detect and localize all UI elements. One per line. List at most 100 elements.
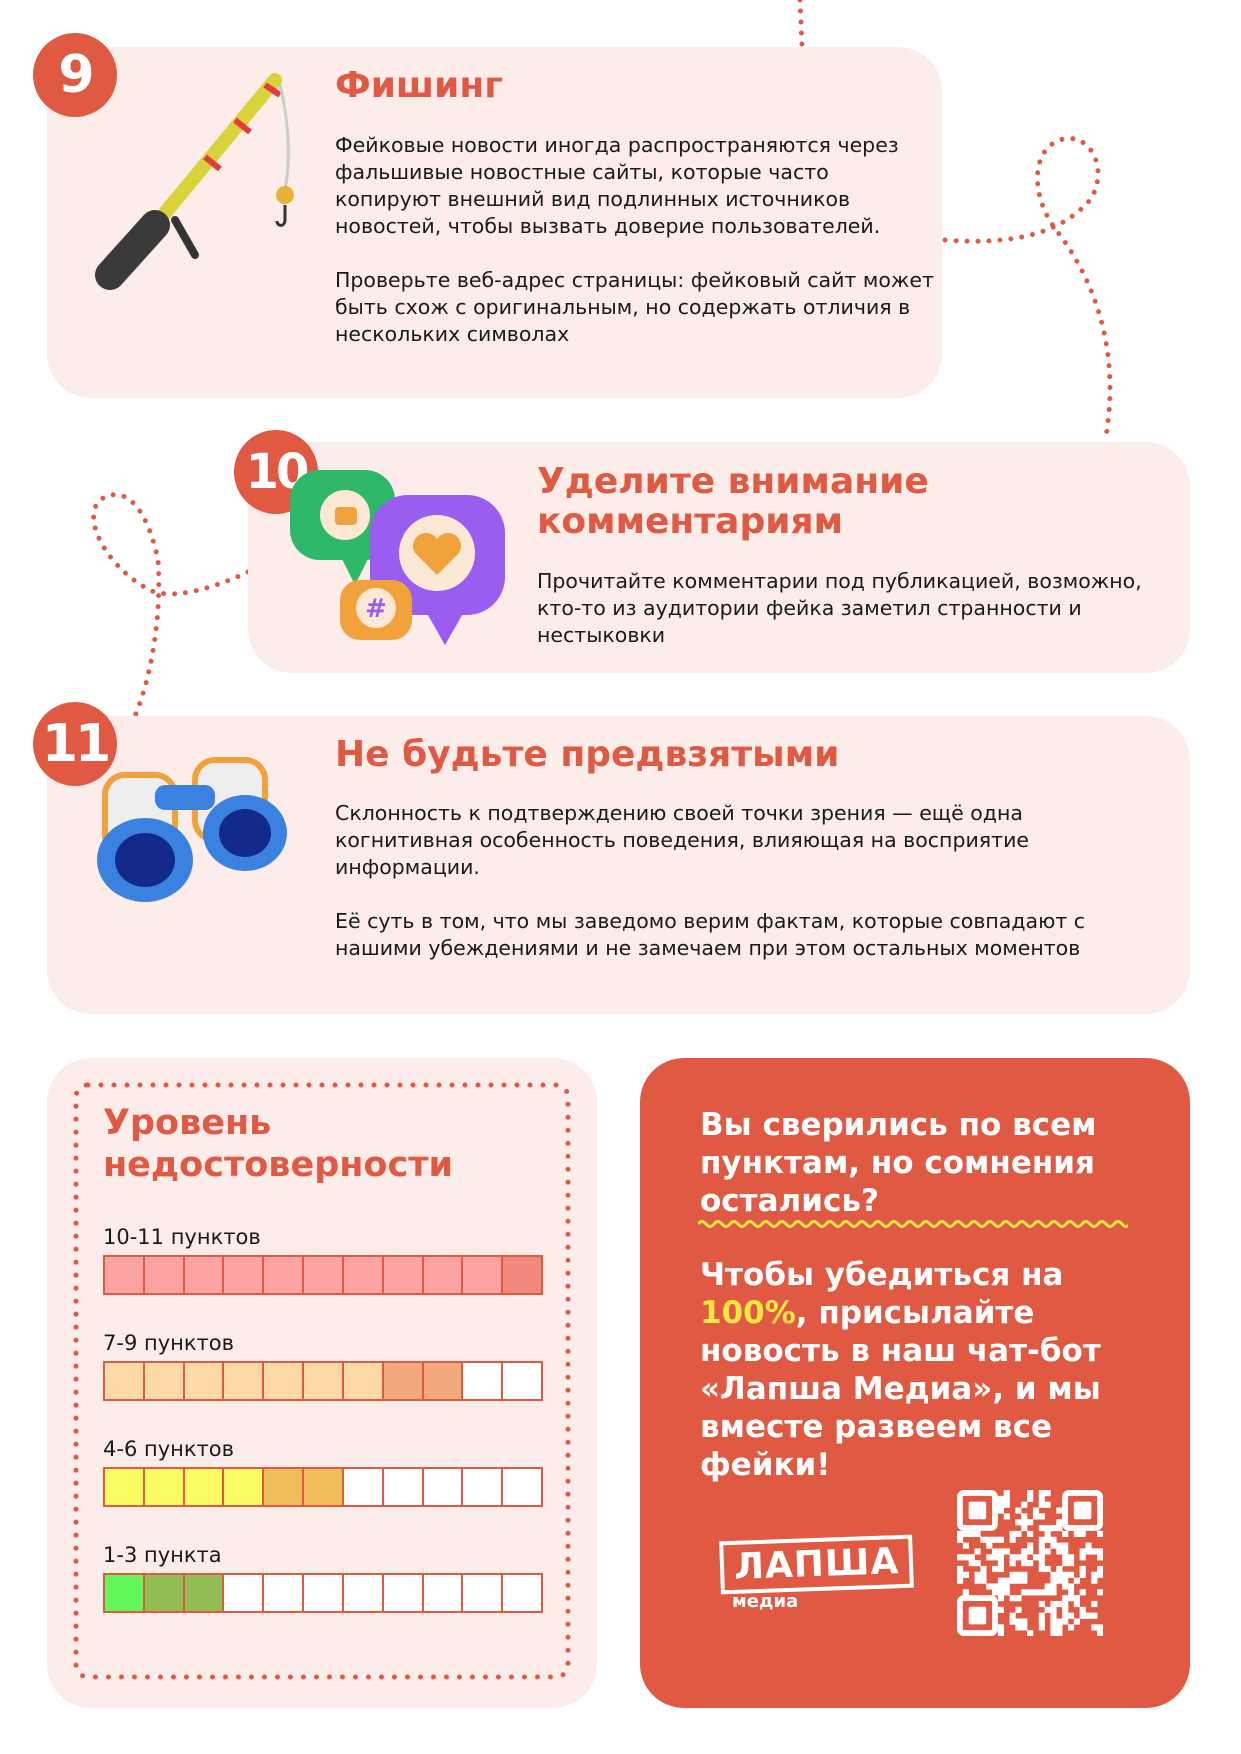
qr-module	[1062, 1612, 1069, 1619]
qr-module	[1015, 1519, 1022, 1526]
qr-module	[1079, 1530, 1086, 1538]
qr-module	[1044, 1606, 1051, 1613]
qr-module	[1021, 1548, 1028, 1555]
qr-module	[974, 1530, 981, 1538]
qr-module	[1056, 1577, 1063, 1584]
qr-module	[1097, 1630, 1103, 1636]
tip-paragraph: Склонность к подтверждению своей точки з…	[335, 801, 1030, 879]
qr-module	[992, 1536, 999, 1543]
qr-module	[974, 1548, 981, 1555]
qr-module	[1027, 1495, 1034, 1502]
level-label: 4-6 пунктов	[103, 1437, 235, 1461]
level-cell	[105, 1575, 145, 1611]
qr-module	[1038, 1560, 1045, 1567]
qr-module	[1015, 1606, 1022, 1613]
level-cell	[463, 1575, 504, 1611]
qr-module	[980, 1577, 987, 1584]
level-cell	[463, 1469, 504, 1505]
tip-paragraph: Её суть в том, что мы заведомо верим фак…	[335, 909, 1086, 960]
qr-module	[1079, 1565, 1086, 1573]
level-cell	[423, 1257, 464, 1293]
qr-finder	[957, 1490, 998, 1531]
qr-module	[1050, 1583, 1057, 1590]
lapsha-media-logo: ЛАПША медиа	[719, 1534, 915, 1612]
qr-module	[1021, 1589, 1028, 1596]
cta-text: , присылайте новость в наш чат-бот «Лапш…	[700, 1295, 1101, 1483]
level-cell	[144, 1575, 185, 1611]
qr-module	[1021, 1571, 1028, 1578]
level-cell	[224, 1575, 265, 1611]
qr-code-icon[interactable]	[957, 1490, 1103, 1636]
qr-module	[1056, 1565, 1063, 1573]
qr-module	[1079, 1589, 1086, 1596]
qr-module	[1021, 1624, 1028, 1631]
qr-module	[1015, 1507, 1022, 1514]
qr-module	[1056, 1507, 1063, 1514]
wavy-underline	[698, 1220, 1128, 1228]
qr-module	[1027, 1519, 1034, 1526]
qr-module	[1091, 1600, 1098, 1608]
qr-module	[1050, 1612, 1057, 1619]
qr-module	[1038, 1501, 1045, 1508]
qr-module	[1044, 1525, 1051, 1532]
level-cell	[503, 1363, 541, 1399]
qr-module	[962, 1554, 969, 1561]
comment-bubbles-icon: #	[290, 470, 505, 645]
qr-module	[974, 1577, 981, 1584]
level-cell	[264, 1469, 305, 1505]
qr-module	[1056, 1600, 1063, 1608]
qr-module	[1009, 1560, 1016, 1567]
qr-module	[1038, 1525, 1045, 1532]
fishing-rod-icon	[95, 73, 294, 290]
qr-module	[1091, 1624, 1098, 1631]
qr-module	[1062, 1600, 1069, 1608]
level-cell	[343, 1469, 384, 1505]
qr-module	[1062, 1571, 1069, 1578]
level-cell	[423, 1469, 464, 1505]
qr-module	[962, 1530, 969, 1538]
qr-module	[1015, 1577, 1022, 1584]
qr-module	[1062, 1583, 1069, 1590]
qr-module	[1067, 1589, 1075, 1596]
qr-module	[997, 1536, 1005, 1543]
level-cell	[383, 1363, 424, 1399]
qr-module	[1015, 1554, 1022, 1561]
level-cell	[184, 1363, 225, 1399]
qr-module	[1091, 1548, 1098, 1555]
level-bar	[103, 1573, 543, 1613]
level-cell	[343, 1575, 384, 1611]
level-cell	[264, 1575, 305, 1611]
qr-module	[1038, 1490, 1045, 1497]
qr-module	[986, 1583, 993, 1590]
qr-module	[957, 1536, 964, 1543]
qr-module	[1044, 1536, 1051, 1543]
tip-title: Не будьте предвзятыми	[335, 734, 840, 775]
tip-body: Склонность к подтверждению своей точки з…	[335, 800, 1165, 989]
qr-module	[980, 1565, 987, 1573]
qr-module	[1038, 1624, 1045, 1631]
qr-module	[1015, 1624, 1022, 1631]
qr-module	[1062, 1560, 1069, 1567]
qr-module	[1050, 1600, 1057, 1608]
level-cell	[224, 1469, 265, 1505]
qr-module	[1027, 1530, 1034, 1538]
qr-module	[997, 1548, 1005, 1555]
qr-module	[1021, 1618, 1028, 1625]
qr-module	[1056, 1618, 1063, 1625]
qr-module	[962, 1589, 969, 1596]
qr-module	[986, 1542, 993, 1549]
tip-paragraph: Фейковые новости иногда распространяются…	[335, 133, 899, 238]
qr-module	[1027, 1490, 1034, 1497]
qr-module	[1003, 1589, 1010, 1596]
qr-module	[974, 1560, 981, 1567]
qr-module	[1015, 1595, 1022, 1602]
qr-module	[1085, 1542, 1092, 1549]
level-cell	[224, 1257, 265, 1293]
qr-module	[1009, 1530, 1016, 1538]
qr-module	[1009, 1595, 1016, 1602]
level-row: 10-11 пунктов	[103, 1225, 543, 1295]
binoculars-icon	[97, 757, 287, 902]
qr-module	[1050, 1618, 1057, 1625]
